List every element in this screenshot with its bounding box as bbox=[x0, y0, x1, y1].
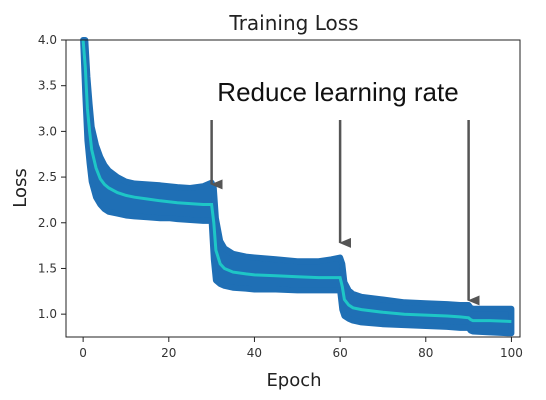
y-axis-label: Loss bbox=[10, 168, 31, 207]
x-axis-label: Epoch bbox=[266, 370, 321, 391]
y-tick-label: 3.0 bbox=[38, 124, 57, 138]
x-tick-label: 100 bbox=[500, 346, 523, 360]
y-tick-label: 4.0 bbox=[38, 33, 57, 47]
chart-title: Training Loss bbox=[228, 11, 358, 35]
x-tick-label: 0 bbox=[79, 346, 87, 360]
annotation-arrows bbox=[210, 120, 480, 306]
y-tick-label: 1.0 bbox=[38, 307, 57, 321]
y-axis: 1.0 1.5 2.0 2.5 3.0 3.5 4.0 bbox=[38, 33, 66, 321]
x-axis: 0 20 40 60 80 100 bbox=[79, 337, 523, 360]
y-tick-label: 2.5 bbox=[38, 170, 57, 184]
x-tick-label: 80 bbox=[418, 346, 433, 360]
y-tick-label: 3.5 bbox=[38, 79, 57, 93]
x-tick-label: 40 bbox=[247, 346, 262, 360]
y-tick-label: 2.0 bbox=[38, 216, 57, 230]
annotation-text: Reduce learning rate bbox=[217, 77, 458, 107]
plot-area bbox=[80, 37, 515, 337]
mean-line bbox=[81, 39, 512, 323]
plot-frame bbox=[65, 39, 521, 338]
y-tick-label: 1.5 bbox=[38, 261, 57, 275]
x-tick-label: 20 bbox=[161, 346, 176, 360]
x-tick-label: 60 bbox=[332, 346, 347, 360]
